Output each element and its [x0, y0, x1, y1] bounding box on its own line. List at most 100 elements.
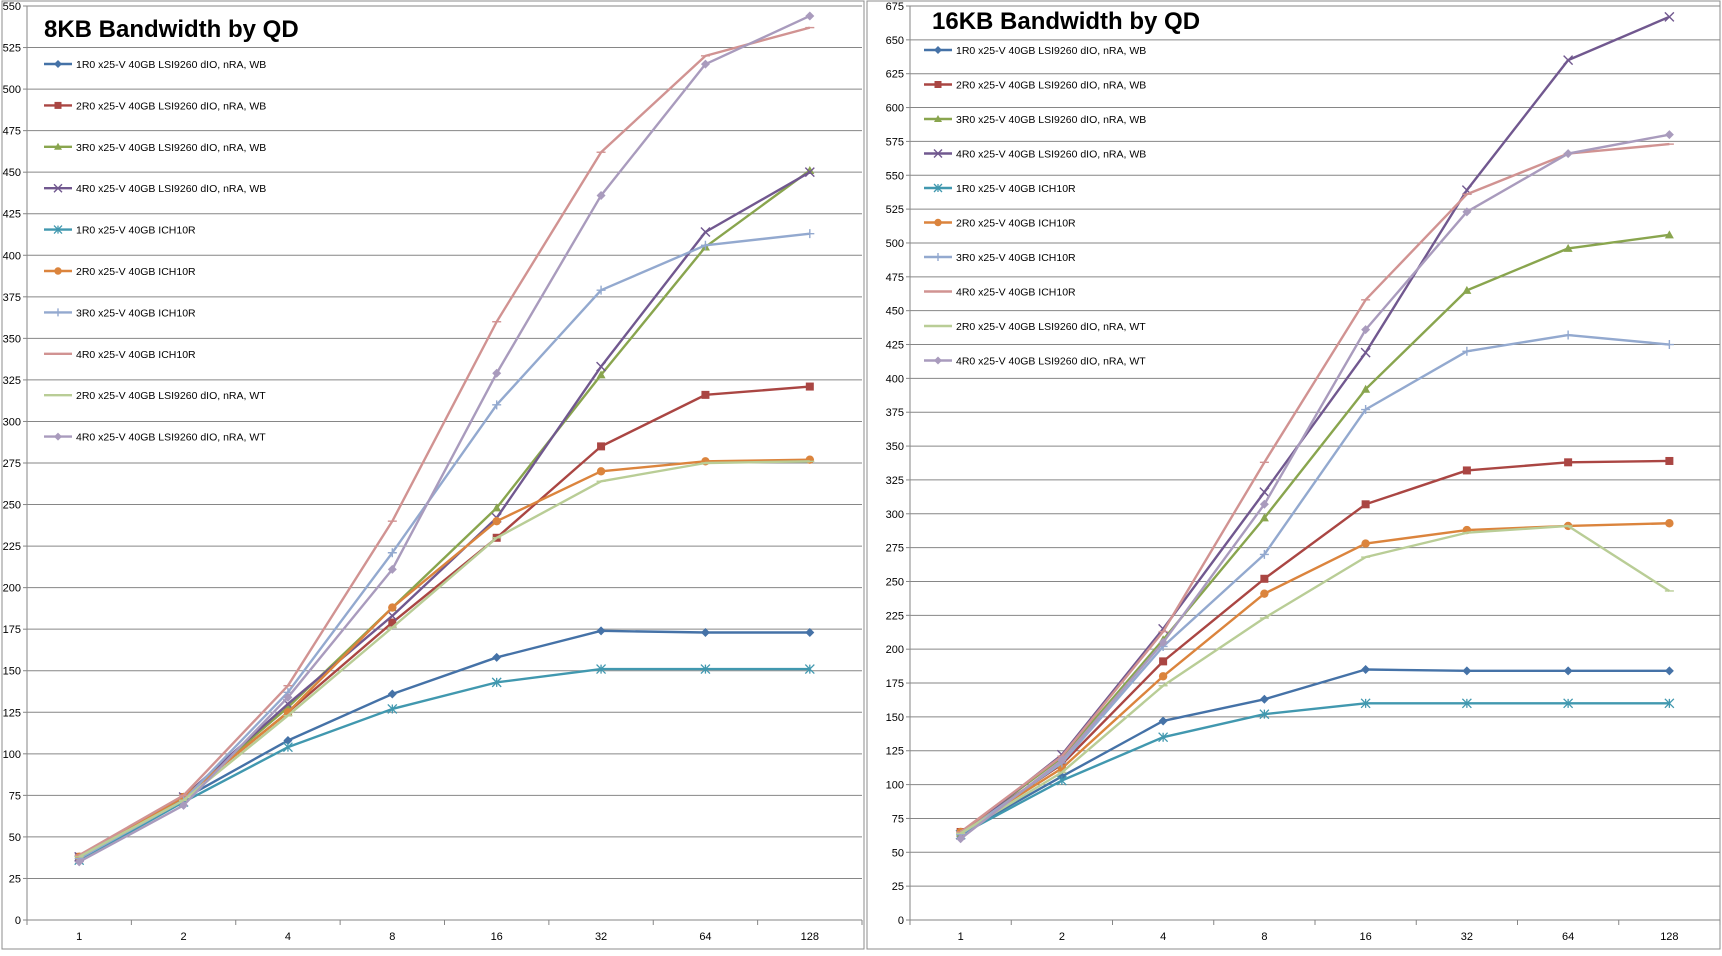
data-point	[804, 167, 815, 178]
y-tick-label: 600	[886, 103, 904, 115]
data-point	[179, 800, 189, 810]
data-point	[804, 664, 815, 675]
data-point	[492, 516, 501, 526]
data-point	[1259, 513, 1269, 522]
data-point	[492, 400, 502, 410]
data-point	[387, 689, 397, 699]
series-line	[959, 333, 1670, 836]
legend-item: 1R0 x25-V 40GB ICH10R	[924, 183, 1076, 195]
data-point	[1259, 709, 1270, 720]
data-point	[596, 626, 606, 636]
y-tick-label: 425	[3, 209, 21, 221]
data-point	[1158, 637, 1168, 647]
data-point	[1260, 574, 1269, 583]
series-line	[960, 524, 1671, 835]
data-point	[1462, 285, 1472, 294]
y-tick-label: 575	[886, 136, 904, 148]
data-point	[1259, 499, 1269, 509]
data-point	[1564, 458, 1573, 467]
y-tick-label: 375	[886, 407, 904, 419]
data-point	[1461, 698, 1472, 709]
series-line	[78, 26, 811, 857]
data-point	[1664, 230, 1674, 239]
x-tick-label: 8	[1261, 931, 1267, 943]
legend-item: 1R0 x25-V 40GB LSI9260 dIO, nRA, WB	[44, 59, 266, 71]
y-tick-label: 400	[886, 373, 904, 385]
y-tick-label: 450	[886, 306, 904, 318]
y-tick-label: 225	[886, 610, 904, 622]
series-line	[78, 667, 810, 862]
data-point	[388, 618, 397, 627]
data-point	[1361, 325, 1371, 335]
data-point	[283, 736, 293, 746]
y-tick-label: 75	[9, 790, 21, 802]
y-tick-label: 0	[898, 915, 904, 927]
data-point	[700, 59, 710, 69]
data-point	[1158, 732, 1169, 743]
x-tick-label: 64	[699, 931, 711, 943]
legend-label: 4R0 x25-V 40GB ICH10R	[956, 287, 1076, 299]
y-tick-label: 200	[886, 644, 904, 656]
data-point	[596, 285, 606, 295]
legend-item: 2R0 x25-V 40GB ICH10R	[924, 218, 1076, 230]
data-point	[700, 664, 711, 675]
data-point	[1360, 698, 1371, 709]
x-tick-label: 32	[595, 931, 607, 943]
legend-item: 2R0 x25-V 40GB LSI9260 dIO, nRA, WT	[44, 390, 266, 402]
y-tick-label: 400	[3, 250, 21, 262]
y-tick-label: 500	[886, 238, 904, 250]
legend-item: 2R0 x25-V 40GB ICH10R	[44, 266, 196, 278]
data-point	[1563, 330, 1573, 340]
x-tick-label: 2	[181, 931, 187, 943]
legend-item: 4R0 x25-V 40GB LSI9260 dIO, nRA, WB	[924, 149, 1146, 161]
legend-marker	[54, 308, 62, 317]
y-tick-label: 25	[9, 873, 21, 885]
data-point	[492, 652, 502, 662]
data-point	[492, 368, 502, 378]
legend-item: 3R0 x25-V 40GB LSI9260 dIO, nRA, WB	[44, 142, 266, 154]
chart-panel-2: 0255075100125150175200225250275300325350…	[866, 0, 1721, 950]
data-point	[805, 455, 815, 464]
y-tick-label: 200	[3, 583, 21, 595]
series-10	[74, 11, 815, 867]
data-point	[387, 703, 398, 714]
data-point	[387, 564, 397, 574]
data-point	[596, 664, 607, 675]
legend-label: 3R0 x25-V 40GB LSI9260 dIO, nRA, WB	[76, 142, 266, 154]
y-tick-label: 150	[3, 666, 21, 678]
data-point	[596, 190, 606, 200]
y-tick-label: 525	[886, 204, 904, 216]
legend-marker	[934, 356, 942, 365]
data-point	[701, 390, 710, 399]
legend-marker	[934, 218, 942, 227]
legend-label: 2R0 x25-V 40GB ICH10R	[76, 266, 196, 278]
data-point	[700, 240, 710, 250]
legend-item: 1R0 x25-V 40GB LSI9260 dIO, nRA, WB	[924, 45, 1146, 57]
data-point	[805, 229, 815, 239]
data-point	[1563, 55, 1574, 66]
data-point	[74, 857, 84, 867]
data-point	[1259, 549, 1269, 559]
legend-label: 3R0 x25-V 40GB LSI9260 dIO, nRA, WB	[956, 114, 1146, 126]
legend-marker	[53, 183, 63, 193]
y-tick-label: 625	[886, 69, 904, 81]
legend-item: 3R0 x25-V 40GB ICH10R	[44, 307, 196, 319]
data-point	[597, 442, 606, 451]
y-tick-label: 0	[15, 915, 21, 927]
legend-marker	[54, 101, 62, 109]
series-line	[959, 142, 1670, 833]
legend-label: 2R0 x25-V 40GB ICH10R	[956, 218, 1076, 230]
x-tick-label: 128	[801, 931, 819, 943]
y-tick-label: 100	[886, 780, 904, 792]
data-point	[283, 692, 293, 702]
data-point	[1563, 666, 1573, 676]
chart-title: 16KB Bandwidth by QD	[932, 8, 1200, 35]
data-point	[1360, 347, 1371, 358]
data-point	[1158, 716, 1168, 726]
data-point	[282, 742, 293, 753]
legend-label: 2R0 x25-V 40GB LSI9260 dIO, nRA, WT	[956, 321, 1146, 333]
legend: 1R0 x25-V 40GB LSI9260 dIO, nRA, WB 2R0 x…	[924, 45, 1146, 368]
data-point	[1361, 384, 1371, 393]
panel-border	[1, 0, 865, 950]
